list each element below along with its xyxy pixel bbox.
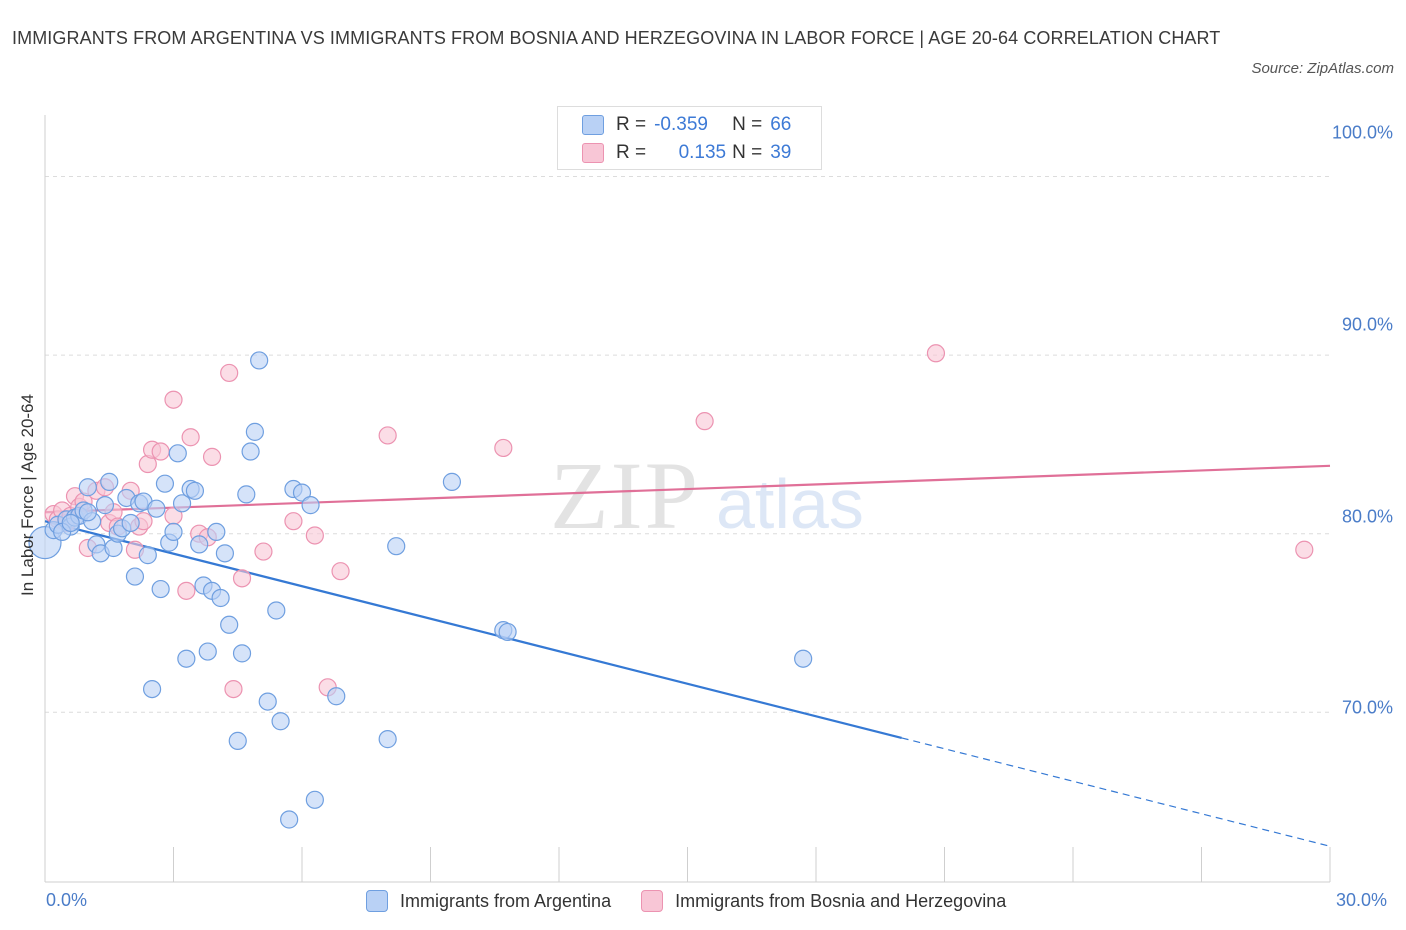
point-argentina: [190, 535, 209, 554]
legend-label-argentina: Immigrants from Argentina: [400, 890, 612, 911]
y-tick-label: 70.0%: [1341, 697, 1393, 718]
point-bosnia: [220, 363, 239, 383]
point-argentina: [207, 522, 226, 542]
point-argentina: [121, 513, 140, 533]
legend-swatch-blue: [582, 115, 604, 135]
point-bosnia: [926, 344, 946, 363]
axes: [44, 115, 1331, 883]
point-argentina: [78, 478, 97, 497]
legend-r-label: R =: [616, 142, 647, 163]
grid-lines: [45, 175, 1330, 713]
trend-line-dashed: [901, 737, 1331, 847]
legend-swatch-pink: [641, 890, 664, 912]
point-argentina: [78, 503, 97, 522]
point-argentina: [241, 442, 260, 461]
point-bosnia: [284, 512, 303, 531]
legend-r-label: R =: [616, 114, 647, 135]
point-argentina: [271, 712, 290, 731]
point-argentina: [164, 522, 183, 542]
point-bosnia: [181, 428, 200, 447]
trend-line-solid: [44, 520, 902, 739]
point-argentina: [280, 810, 299, 829]
point-argentina: [442, 472, 462, 491]
point-argentina: [142, 679, 162, 699]
point-argentina: [95, 496, 115, 515]
stats-legend: R = -0.359 N = 66 R = 0.135 N = 39: [557, 106, 822, 170]
point-bosnia: [331, 562, 350, 581]
point-bosnia: [224, 679, 243, 699]
point-argentina: [250, 351, 269, 370]
point-argentina: [215, 544, 234, 563]
legend-item-bosnia: Immigrants from Bosnia and Herzegovina: [641, 890, 1006, 912]
point-bosnia: [695, 412, 714, 431]
point-argentina: [177, 649, 196, 668]
point-argentina: [185, 481, 205, 500]
point-argentina: [147, 499, 166, 518]
point-argentina: [794, 649, 813, 668]
watermark-atlas: atlas: [716, 465, 864, 543]
legend-n-value: 66: [770, 114, 792, 135]
point-bosnia: [177, 581, 196, 600]
legend-row-argentina: R = -0.359 N = 66: [582, 114, 791, 136]
data-points: [28, 344, 1314, 829]
point-argentina: [172, 494, 192, 513]
chart-source: Source: ZipAtlas.com: [1251, 60, 1394, 77]
point-argentina: [168, 444, 187, 463]
legend-n-value: 39: [770, 142, 792, 163]
point-argentina: [151, 579, 170, 599]
point-argentina: [498, 622, 517, 642]
point-argentina: [305, 790, 324, 809]
point-bosnia: [1295, 540, 1314, 559]
point-argentina: [155, 474, 175, 493]
point-argentina: [327, 687, 346, 706]
point-argentina: [267, 601, 286, 620]
point-bosnia: [494, 438, 513, 458]
point-argentina: [211, 588, 230, 608]
point-bosnia: [305, 526, 324, 545]
point-argentina: [220, 615, 239, 634]
legend-n-label: N =: [732, 114, 763, 135]
watermark-zip: ZIP: [550, 442, 700, 549]
point-argentina: [245, 422, 264, 441]
point-bosnia: [202, 447, 222, 466]
y-axis-label: In Labor Force | Age 20-64: [18, 394, 37, 596]
x-tick-label-start: 0.0%: [46, 890, 88, 910]
point-bosnia: [254, 542, 273, 561]
y-tick-label: 90.0%: [1341, 314, 1393, 335]
legend-label-bosnia: Immigrants from Bosnia and Herzegovina: [675, 890, 1007, 911]
point-argentina: [378, 730, 397, 749]
point-argentina: [258, 692, 277, 711]
y-tick-label: 80.0%: [1341, 506, 1393, 527]
point-bosnia: [378, 426, 397, 445]
point-argentina: [387, 537, 406, 556]
point-argentina: [198, 642, 217, 661]
point-argentina: [61, 513, 80, 533]
trend-lines: [44, 464, 1331, 847]
point-bosnia: [151, 442, 170, 461]
point-bosnia: [232, 569, 252, 588]
trend-line: [44, 464, 1331, 514]
legend-swatch-blue: [366, 890, 388, 912]
point-argentina: [228, 731, 247, 750]
legend-n-label: N =: [732, 142, 763, 163]
legend-swatch-pink: [582, 143, 604, 163]
point-bosnia: [164, 390, 183, 409]
point-argentina: [292, 483, 312, 502]
legend-item-argentina: Immigrants from Argentina: [366, 890, 611, 912]
legend-r-value: 0.135: [678, 142, 727, 163]
legend-row-bosnia: R = 0.135 N = 39: [582, 142, 791, 164]
point-argentina: [237, 485, 256, 504]
chart-title: IMMIGRANTS FROM ARGENTINA VS IMMIGRANTS …: [12, 28, 1221, 48]
point-argentina: [138, 546, 157, 565]
point-argentina: [100, 472, 119, 491]
series-legend: Immigrants from Argentina Immigrants fro…: [366, 890, 1036, 912]
point-argentina: [301, 496, 320, 515]
y-tick-label: 100.0%: [1331, 122, 1393, 143]
x-tick-label-end: 30.0%: [1336, 890, 1388, 910]
point-argentina: [125, 567, 145, 586]
point-argentina: [232, 644, 252, 663]
legend-r-value: -0.359: [654, 114, 708, 135]
